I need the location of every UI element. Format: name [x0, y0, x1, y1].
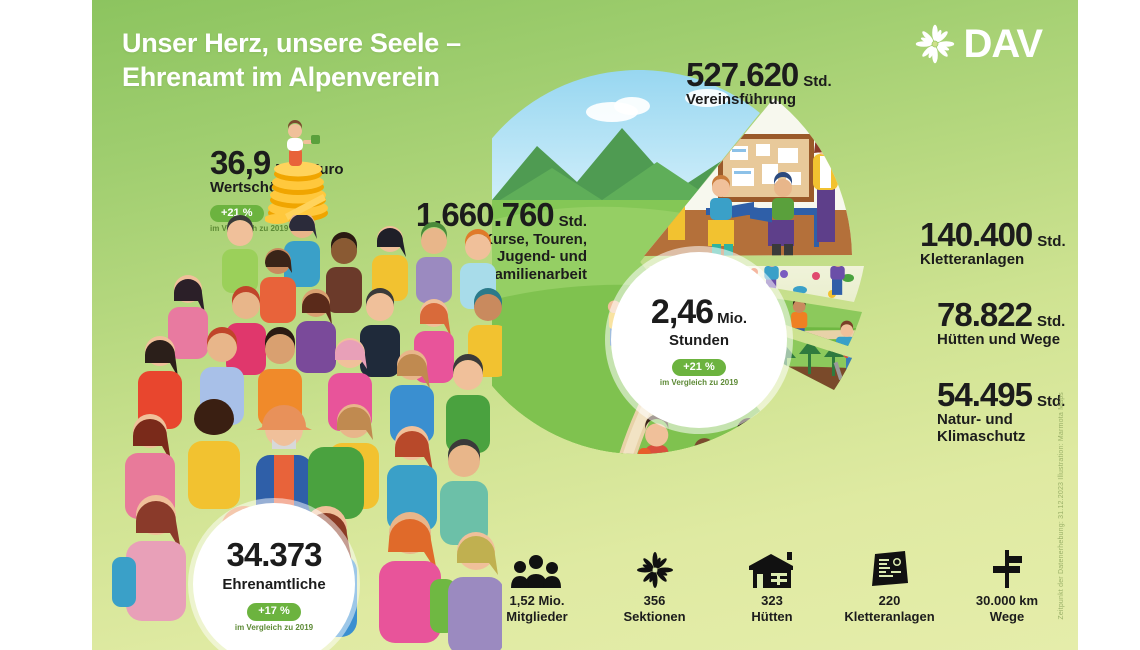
- value-creation-number: 36,9: [210, 144, 271, 181]
- credit-line-1: Zeitpunkt der Datenerhebung: 31.12.2023: [1058, 482, 1066, 620]
- slice-unit-natur-klimaschutz: Std.: [1036, 393, 1066, 410]
- bottom-stat-caption-sektionen: Sektionen: [623, 609, 686, 625]
- dav-logo: DAV: [915, 22, 1043, 66]
- slice-value-kletteranlagen: 140.400: [920, 216, 1033, 253]
- slice-value-natur-klimaschutz: 54.495: [937, 376, 1033, 413]
- slice-label-vereinsfuehrung: 527.620 Std. Vereinsführung: [686, 58, 832, 108]
- bottom-stat-value-mitglieder: 1,52 Mio.: [509, 593, 565, 608]
- slice-label-kurse: 1.660.760 Std. Kurse, Touren, Jugend- un…: [352, 198, 587, 283]
- volunteers-total: 34.373 Ehrenamtliche +17 % im Vergleich …: [193, 503, 355, 650]
- center-unit: Mio.: [717, 310, 748, 328]
- volunteers-number: 34.373: [226, 536, 323, 574]
- bottom-stat-wege: 30.000 km Wege: [952, 548, 1062, 626]
- center-caption: Stunden: [669, 332, 729, 350]
- bottom-stats-row: 1,52 Mio. Mitglieder 356 Sektionen: [482, 548, 1062, 626]
- title-line-1: Unser Herz, unsere Seele –: [122, 28, 461, 58]
- slice-caption-kurse-3: Familienarbeit: [485, 265, 587, 283]
- volunteers-caption: Ehrenamtliche: [222, 576, 326, 594]
- volunteers-compare: im Vergleich zu 2019: [234, 622, 314, 632]
- bottom-stat-value-kletteranlagen: 220: [878, 593, 901, 608]
- bottom-stat-mitglieder: 1,52 Mio. Mitglieder: [482, 548, 592, 626]
- bottom-stat-value-sektionen: 356: [643, 593, 666, 608]
- slice-caption-huetten-wege: Hütten und Wege: [937, 331, 1061, 348]
- slice-label-natur-klimaschutz: 54.495 Std. Natur- und Klimaschutz: [937, 378, 1065, 446]
- signpost-icon: [993, 550, 1022, 588]
- slice-caption-natur-1: Natur- und: [937, 411, 1013, 428]
- bottom-stat-caption-kletteranlagen: Kletteranlagen: [844, 609, 935, 625]
- slice-value-vereinsfuehrung: 527.620: [686, 56, 799, 93]
- bottom-stat-caption-mitglieder: Mitglieder: [506, 609, 568, 625]
- edelweiss-icon: [636, 552, 673, 588]
- slice-caption-natur-2: Klimaschutz: [937, 428, 1026, 446]
- slice-label-kletteranlagen: 140.400 Std. Kletteranlagen: [920, 218, 1066, 268]
- credit-line-2: Illustration: Marmota Maps: [1058, 392, 1066, 481]
- slice-caption-vereinsfuehrung: Vereinsführung: [686, 91, 797, 108]
- center-badge: +21 %: [672, 358, 726, 376]
- coin-stack-icon: [265, 120, 328, 224]
- page-title: Unser Herz, unsere Seele – Ehrenamt im A…: [122, 26, 461, 95]
- bottom-stat-caption-wege: Wege: [989, 609, 1025, 625]
- people-group-icon: [511, 555, 561, 588]
- bottom-stat-sektionen: 356 Sektionen: [600, 548, 710, 626]
- center-compare: im Vergleich zu 2019: [659, 377, 739, 387]
- brand-wordmark: DAV: [963, 22, 1043, 66]
- title-line-2: Ehrenamt im Alpenverein: [122, 62, 440, 93]
- infographic-background: DAV Unser Herz, unsere Seele – Ehrenamt …: [92, 0, 1078, 650]
- bottom-stat-huetten: 323 Hütten: [717, 548, 827, 626]
- credit-text: Zeitpunkt der Datenerhebung: 31.12.2023 …: [1056, 392, 1068, 620]
- slice-unit-huetten-wege: Std.: [1036, 313, 1066, 330]
- slice-label-huetten-wege: 78.822 Std. Hütten und Wege: [937, 298, 1065, 348]
- climbing-wall-icon: [871, 551, 908, 586]
- slice-unit-kurse: Std.: [558, 213, 587, 230]
- bottom-stat-caption-huetten: Hütten: [751, 609, 793, 625]
- bottom-stat-value-huetten: 323: [761, 593, 783, 608]
- hut-icon: [749, 552, 793, 588]
- slice-caption-kurse-2: Jugend- und: [497, 248, 587, 266]
- slice-caption-kletteranlagen: Kletteranlagen: [920, 251, 1025, 268]
- slice-value-huetten-wege: 78.822: [937, 296, 1033, 333]
- slice-caption-kurse-1: Kurse, Touren,: [482, 231, 587, 248]
- volunteers-badge: +17 %: [247, 603, 301, 621]
- slice-unit-vereinsfuehrung: Std.: [803, 73, 832, 90]
- bottom-stat-value-wege: 30.000 km: [975, 593, 1039, 608]
- chart-center-total: 2,46 Mio. Stunden +21 % im Vergleich zu …: [611, 252, 787, 428]
- bottom-stat-kletteranlagen: 220 Kletteranlagen: [835, 548, 945, 626]
- edelweiss-icon: [915, 24, 954, 64]
- center-number: 2,46: [650, 293, 714, 332]
- slice-unit-kletteranlagen: Std.: [1037, 233, 1066, 250]
- value-creation-block: 36,9 Mio. Euro Wertschöpfung +21 % im Ve…: [210, 120, 450, 233]
